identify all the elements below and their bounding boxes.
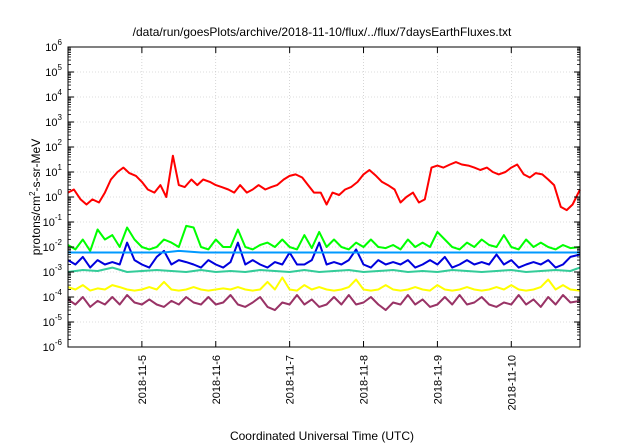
y-tick-label: 10-3 bbox=[43, 263, 63, 279]
y-tick-base: 10 bbox=[45, 167, 57, 179]
y-tick-exponent: 6 bbox=[58, 38, 63, 47]
x-tick-labels: 2018-11-5 2018-11-6 2018-11-7 2018-11-8 2018… bbox=[137, 355, 518, 410]
y-tick-base: 10 bbox=[45, 92, 57, 104]
series-group bbox=[67, 154, 581, 312]
y-tick-base: 10 bbox=[45, 142, 57, 154]
y-tick-label: 10-6 bbox=[43, 338, 63, 354]
y-tick-base: 10 bbox=[43, 242, 55, 254]
y-tick-label: 101 bbox=[45, 163, 62, 179]
y-tick-label: 105 bbox=[45, 63, 62, 79]
y-axis-label-post: -s-sr-MeV bbox=[29, 139, 43, 192]
y-axis-label-pre: protons/cm bbox=[29, 196, 43, 255]
y-tick-labels: 10-610-510-410-310-210-11001011021031041… bbox=[43, 38, 63, 354]
y-tick-exponent: -1 bbox=[55, 213, 63, 222]
y-tick-label: 10-4 bbox=[43, 288, 63, 304]
series-line-1 bbox=[67, 154, 581, 212]
y-tick-label: 103 bbox=[45, 113, 62, 129]
series-line-4 bbox=[68, 249, 580, 254]
y-tick-exponent: 0 bbox=[58, 188, 63, 197]
y-tick-base: 10 bbox=[43, 292, 55, 304]
y-tick-exponent: -2 bbox=[55, 238, 63, 247]
x-tick-label: 2018-11-5 bbox=[137, 355, 149, 404]
series-line-3 bbox=[67, 241, 581, 269]
axis-ticks bbox=[68, 46, 580, 348]
series-line-6 bbox=[67, 276, 581, 292]
y-tick-base: 10 bbox=[45, 42, 57, 54]
y-tick-exponent: -3 bbox=[55, 263, 63, 272]
x-tick-label: 2018-11-9 bbox=[432, 355, 444, 404]
y-tick-label: 10-5 bbox=[43, 313, 63, 329]
y-tick-exponent: 3 bbox=[58, 113, 63, 122]
y-tick-base: 10 bbox=[43, 267, 55, 279]
x-tick-label: 2018-11-8 bbox=[359, 355, 371, 404]
y-tick-base: 10 bbox=[45, 117, 57, 129]
y-tick-base: 10 bbox=[43, 342, 55, 354]
y-tick-label: 10-2 bbox=[43, 238, 63, 254]
y-tick-label: 100 bbox=[45, 188, 62, 204]
y-tick-exponent: -6 bbox=[55, 338, 63, 347]
y-tick-exponent: -5 bbox=[55, 313, 63, 322]
y-tick-exponent: 5 bbox=[58, 63, 63, 72]
y-tick-label: 106 bbox=[45, 38, 62, 54]
y-tick-exponent: -4 bbox=[55, 288, 63, 297]
y-tick-base: 10 bbox=[45, 67, 57, 79]
series-line-2 bbox=[67, 224, 581, 252]
y-tick-exponent: 2 bbox=[58, 138, 63, 147]
x-tick-label: 2018-11-10 bbox=[506, 355, 518, 410]
x-axis-label: Coordinated Universal Time (UTC) bbox=[230, 429, 414, 443]
y-tick-label: 104 bbox=[45, 88, 62, 104]
y-tick-label: 10-1 bbox=[43, 213, 63, 229]
y-axis-label: protons/cm2-s-sr-MeV bbox=[28, 139, 43, 255]
series-line-5 bbox=[67, 266, 581, 273]
y-tick-base: 10 bbox=[43, 217, 55, 229]
y-tick-label: 102 bbox=[45, 138, 62, 154]
x-tick-label: 2018-11-6 bbox=[211, 355, 223, 404]
y-tick-exponent: 1 bbox=[58, 163, 63, 172]
series-line-7 bbox=[67, 294, 581, 312]
y-tick-base: 10 bbox=[43, 317, 55, 329]
chart-title: /data/run/goesPlots/archive/2018-11-10/f… bbox=[133, 25, 512, 39]
y-axis-label-sup: 2 bbox=[28, 191, 37, 196]
y-tick-base: 10 bbox=[45, 192, 57, 204]
x-tick-label: 2018-11-7 bbox=[285, 355, 297, 404]
y-tick-exponent: 4 bbox=[58, 88, 63, 97]
